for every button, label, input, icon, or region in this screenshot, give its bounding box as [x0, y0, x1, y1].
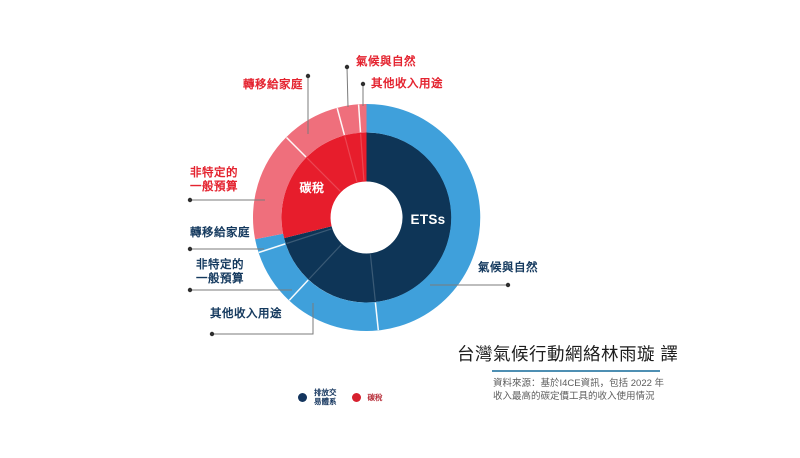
inner-ring-divider: [306, 157, 341, 192]
label-carbontax-other-revenue-uses: 其他收入用途: [371, 78, 443, 92]
source-note: 資料來源：基於I4CE資訊，包括 2022 年 收入最高的碳定價工具的收入使用情…: [493, 377, 669, 403]
label-text: 一般預算: [190, 180, 238, 193]
leader-dot-ets-other: [209, 331, 215, 337]
legend-label-line: 排放交: [314, 388, 337, 397]
leader-dot-ets-households: [187, 246, 193, 252]
outer-segment-ets-budget: [258, 243, 309, 301]
leader-line-ct-climate: [346, 66, 349, 108]
source-divider-line: [492, 370, 660, 372]
attribution-title: 台灣氣候行動網絡林雨璇 譯: [457, 344, 679, 364]
label-carbontax-transfers-to-households: 轉移給家庭: [243, 79, 303, 93]
source-note-line: 收入最高的碳定價工具的收入使用情況: [493, 391, 655, 402]
label-text: 一般預算: [196, 272, 244, 285]
legend-swatch-carbon-tax: [351, 392, 361, 402]
outer-ring-divider: [258, 243, 286, 254]
outer-segment-ct-budget: [252, 137, 307, 240]
label-ets-climate-and-nature: 氣候與自然: [478, 262, 538, 276]
label-carbon-tax-ring: 碳稅: [299, 181, 325, 195]
legend: 排放交 易體系 碳稅: [298, 388, 383, 406]
leader-line-ets-other: [212, 303, 314, 335]
label-text: 非特定的: [190, 167, 238, 179]
leader-dot-ct-budget: [187, 197, 193, 203]
outer-ring-divider: [285, 136, 307, 158]
label-text: 其他收入用途: [371, 78, 443, 90]
source-note-line: 資料來源：基於I4CE資訊，包括 2022 年: [493, 378, 665, 389]
label-text: 轉移給家庭: [243, 79, 303, 91]
label-text: 非特定的: [196, 259, 244, 271]
outer-ring-divider: [336, 108, 346, 136]
inner-segment-ets: [284, 132, 452, 303]
inner-ring-divider: [369, 254, 376, 302]
legend-label-carbon-tax: 碳稅: [368, 393, 383, 402]
legend-label-ets: 排放交 易體系: [314, 388, 337, 406]
label-ets-ring: ETSs: [410, 212, 446, 227]
leader-dot-ct-other: [360, 81, 366, 87]
outer-ring-divider: [288, 279, 309, 301]
leader-dot-ct-climate: [344, 64, 350, 70]
inner-segment-carbon-tax: [281, 132, 367, 239]
label-ets-transfers-to-households: 轉移給家庭: [190, 227, 250, 241]
label-text: 氣候與自然: [478, 262, 538, 274]
legend-label-line: 易體系: [314, 397, 337, 406]
inner-ring-divider: [344, 136, 358, 182]
outer-segment-ets-other: [289, 279, 379, 332]
label-ets-unspecified-general-budget: 非特定的 一般預算: [196, 259, 244, 286]
legend-swatch-ets: [298, 392, 307, 402]
outer-ring-divider: [357, 104, 362, 133]
label-carbontax-unspecified-general-budget: 非特定的 一般預算: [190, 167, 238, 194]
label-ets-other-revenue-uses: 其他收入用途: [210, 308, 282, 322]
leader-dot-ct-households: [305, 73, 311, 79]
label-text: 轉移給家庭: [190, 227, 250, 239]
inner-ring-divider: [360, 133, 365, 181]
outer-segment-ets-climate: [366, 103, 481, 331]
outer-segment-ct-households: [286, 107, 345, 158]
label-text: 其他收入用途: [210, 308, 282, 320]
inner-ring-divider: [308, 244, 342, 280]
label-text: 氣候與自然: [356, 56, 416, 68]
label-carbontax-climate-and-nature: 氣候與自然: [356, 56, 416, 70]
leader-dot-ets-budget: [187, 287, 193, 293]
outer-ring-divider: [374, 302, 380, 331]
legend-label-line: 碳稅: [367, 392, 383, 402]
leader-dot-ets-climate: [505, 282, 511, 288]
inner-ring-divider: [286, 228, 332, 245]
outer-segment-ets-households: [255, 233, 286, 253]
